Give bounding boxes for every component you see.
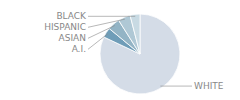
slice-label: A.I. [72, 44, 86, 54]
slice-label: WHITE [194, 81, 224, 91]
leader-line [88, 25, 115, 38]
slice-label: HISPANIC [44, 22, 86, 32]
leader-line [88, 19, 125, 27]
labels: BLACKHISPANICASIANA.I. WHITE [44, 11, 224, 91]
leader-line [160, 86, 192, 87]
slice-label: BLACK [56, 11, 87, 21]
pie-slice [130, 14, 140, 54]
slice-label: ASIAN [59, 33, 86, 43]
pie [100, 14, 180, 94]
leader-line [88, 34, 108, 50]
pie-slice [100, 14, 180, 94]
leader-line [88, 16, 135, 17]
chart: BLACKHISPANICASIANA.I. WHITE [0, 0, 240, 100]
